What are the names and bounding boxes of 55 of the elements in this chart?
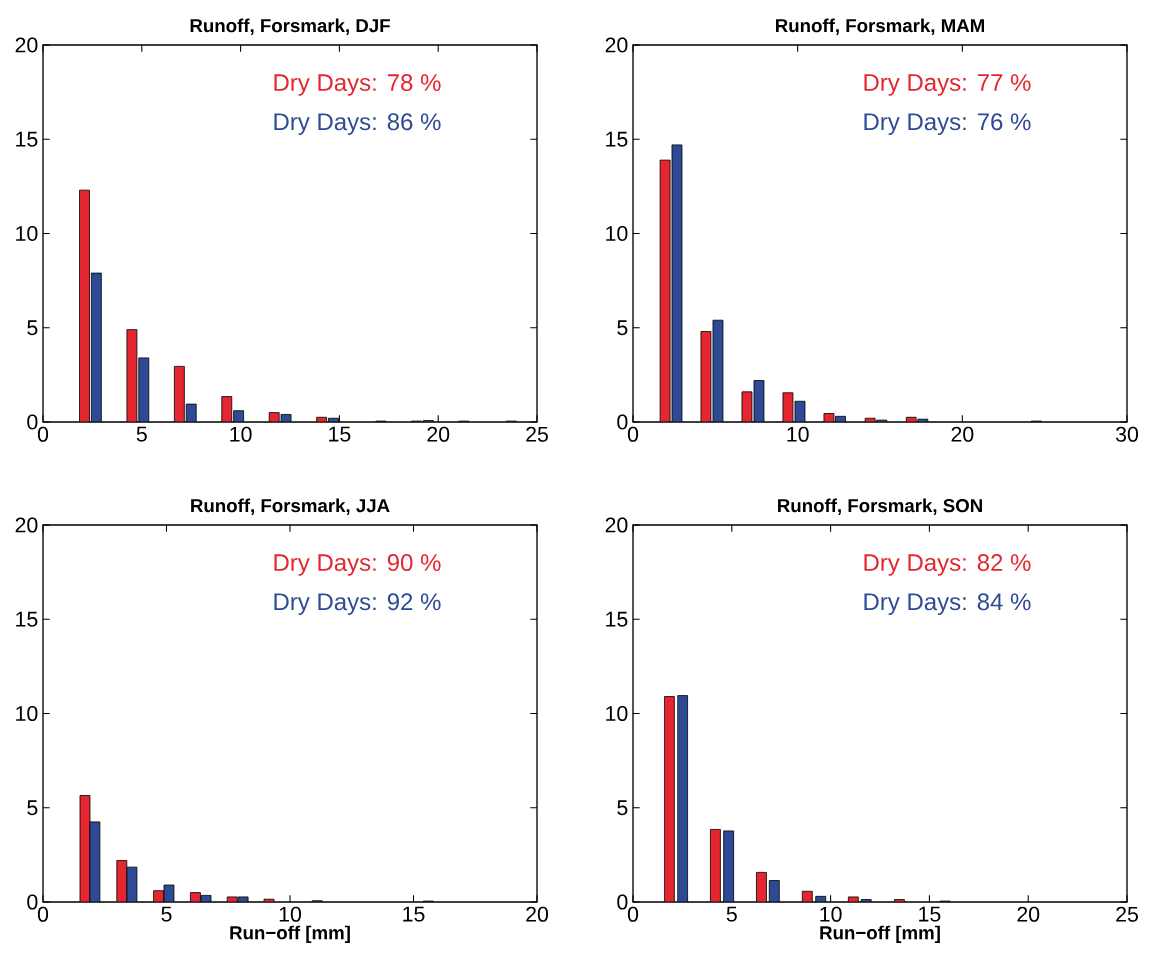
y-tick-label: 15 [606,131,628,147]
y-tick-label: 15 [16,131,38,147]
x-tick-label: 10 [230,426,252,442]
y-tick-label: 10 [16,225,38,242]
x-tick-label: 0 [37,426,49,442]
y-tick-label: 10 [606,225,628,242]
x-tick-label: 20 [1017,906,1040,922]
x-tick-label: 10 [279,906,302,922]
x-tick-label: 15 [403,906,425,922]
x-axis-title: Run−off [mm] [230,925,350,944]
annotation: Dry Days: 77 % [864,74,1031,96]
y-tick-label: 5 [617,800,628,816]
annotation: Dry Days: 86 % [274,113,441,136]
x-tick-label: 25 [526,426,548,442]
x-tick-label: 10 [820,906,842,922]
y-tick-label: 15 [16,611,38,627]
annotation: Dry Days: 76 % [864,113,1031,136]
annotation: Dry Days: 78 % [274,74,441,96]
y-tick-label: 20 [605,37,628,53]
annotation: Dry Days: 90 % [274,554,441,576]
y-tick-label: 20 [15,37,38,53]
y-tick-label: 20 [15,517,38,533]
y-tick-label: 5 [27,800,38,816]
x-tick-label: 20 [427,426,450,442]
annotation: Dry Days: 92 % [274,593,441,616]
y-tick-label: 10 [16,705,38,722]
annotation: Dry Days: 82 % [864,554,1031,576]
y-tick-label: 20 [605,517,628,533]
x-tick-label: 5 [161,906,172,922]
x-tick-label: 5 [726,906,737,922]
x-tick-label: 30 [1115,426,1139,442]
y-tick-label: 0 [27,894,38,910]
x-tick-label: 5 [136,426,147,442]
x-tick-label: 20 [951,426,974,442]
x-axis-title: Run−off [mm] [820,925,940,944]
annotation: Dry Days: 84 % [864,593,1031,616]
y-tick-label: 5 [617,320,628,336]
y-tick-label: 0 [27,414,38,430]
x-tick-label: 15 [919,906,941,922]
x-tick-label: 0 [37,906,49,922]
chart-title: Runoff, Forsmark, SON [778,498,982,515]
chart-title: Runoff, Forsmark, MAM [776,18,984,35]
chart-title: Runoff, Forsmark, JJA [191,498,390,515]
y-tick-label: 0 [617,414,628,430]
y-tick-label: 15 [606,611,628,627]
chart-title: Runoff, Forsmark, DJF [190,18,390,35]
x-tick-label: 15 [329,426,351,442]
y-tick-label: 10 [606,705,628,722]
x-tick-label: 20 [526,906,549,922]
y-tick-label: 0 [617,894,628,910]
y-tick-label: 5 [27,320,38,336]
x-tick-label: 25 [1116,906,1138,922]
x-tick-label: 0 [627,426,639,442]
x-tick-label: 10 [787,426,809,442]
x-tick-label: 0 [627,906,639,922]
